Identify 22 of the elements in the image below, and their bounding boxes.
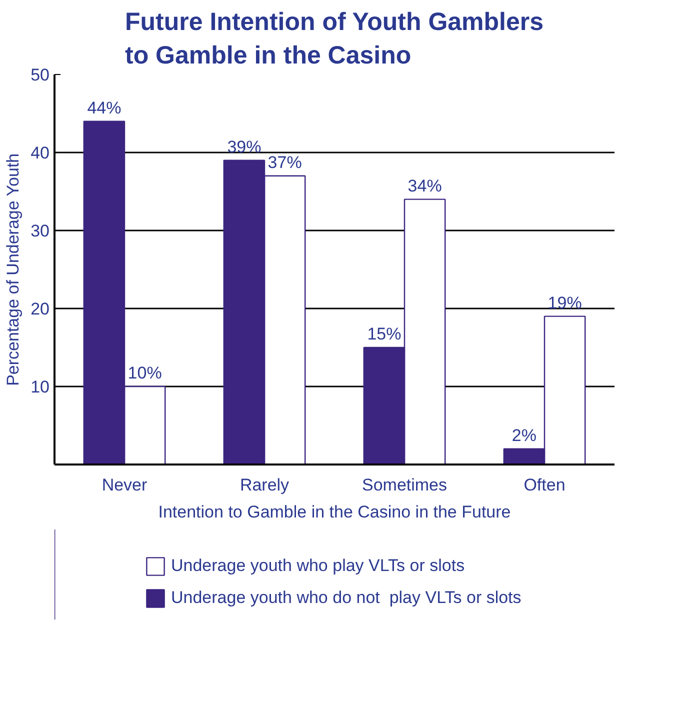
y-tick-label: 30 (30, 222, 50, 240)
x-axis-title: Intention to Gamble in the Casino in the Future (158, 502, 511, 522)
data-label: 19% (548, 293, 582, 312)
y-axis-title: Percentage of Underage Youth (4, 153, 23, 386)
data-label: 44% (87, 98, 122, 118)
y-tick-label: 10 (30, 378, 50, 396)
y-tick-label: 40 (30, 144, 50, 162)
data-label: 2% (512, 426, 536, 445)
data-label: 15% (367, 324, 402, 344)
chart-title: Future Intention of Youth Gamblers to Gamble in the Casino (125, 8, 544, 70)
x-tick-label: Sometimes (362, 476, 448, 494)
y-tick-label: 20 (30, 300, 50, 318)
x-tick-label: Never (102, 476, 148, 494)
data-label: 39% (227, 137, 262, 156)
data-label: 34% (408, 176, 442, 196)
x-tick-label: Rarely (240, 476, 290, 494)
data-label: 37% (268, 152, 302, 172)
legend-label: Underage youth who play VLTs or slots (171, 556, 465, 576)
legend-label: Underage youth who do not play VLTs or slots (171, 588, 522, 608)
x-tick-label: Often (524, 476, 566, 494)
data-label: 10% (128, 364, 162, 382)
y-tick-label: 50 (30, 66, 50, 84)
